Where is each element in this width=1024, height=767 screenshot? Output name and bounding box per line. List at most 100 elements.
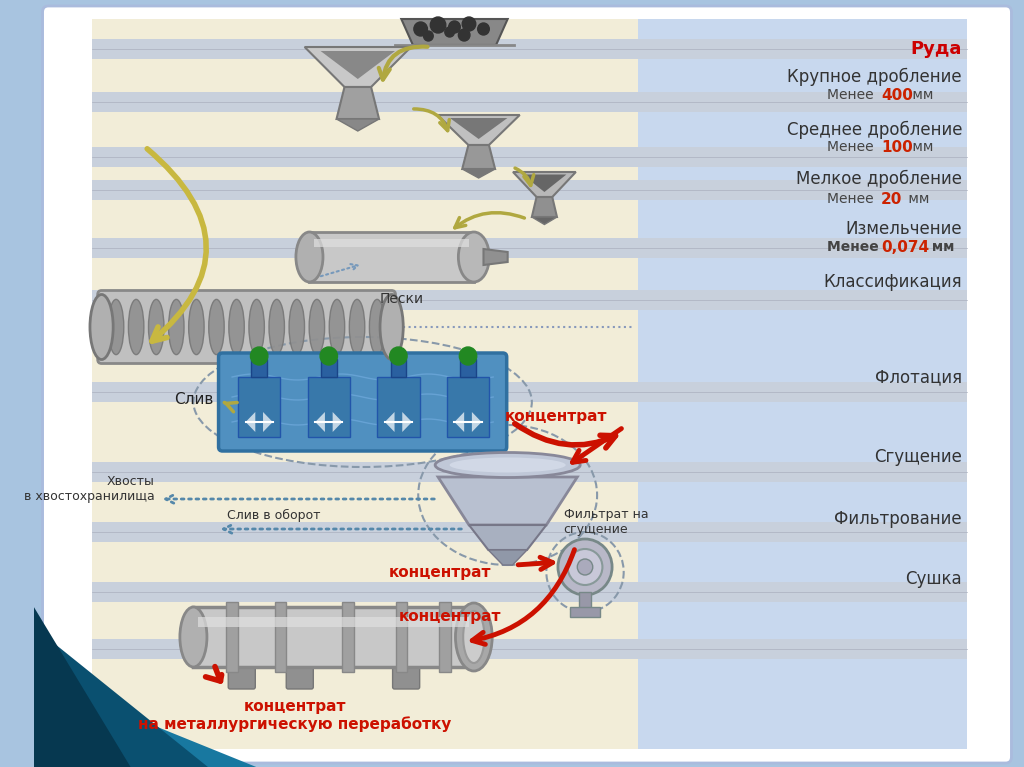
Ellipse shape <box>188 299 204 354</box>
Bar <box>569 607 600 617</box>
Bar <box>460 359 476 377</box>
Polygon shape <box>315 412 325 432</box>
Bar <box>395 602 408 672</box>
Polygon shape <box>531 197 557 217</box>
Text: 400: 400 <box>881 87 912 103</box>
Bar <box>92 462 967 482</box>
Bar <box>252 359 267 377</box>
Polygon shape <box>401 19 508 45</box>
Bar <box>92 238 967 258</box>
Ellipse shape <box>296 232 323 282</box>
Polygon shape <box>469 525 547 550</box>
Text: Сушка: Сушка <box>905 570 963 588</box>
Bar <box>92 639 967 659</box>
Text: 0,074: 0,074 <box>881 239 929 255</box>
Text: Менее: Менее <box>826 88 878 102</box>
Text: концентрат: концентрат <box>505 410 607 424</box>
Circle shape <box>424 31 433 41</box>
Polygon shape <box>513 172 575 197</box>
Polygon shape <box>438 477 578 525</box>
Polygon shape <box>337 87 379 119</box>
Polygon shape <box>34 607 131 767</box>
Text: Менее: Менее <box>826 140 878 154</box>
Bar <box>92 522 967 542</box>
Text: Менее: Менее <box>826 192 878 206</box>
Text: концентрат: концентрат <box>398 610 501 624</box>
Bar <box>439 602 451 672</box>
Text: Руда: Руда <box>910 40 963 58</box>
Polygon shape <box>462 145 495 169</box>
Bar <box>92 382 967 402</box>
Polygon shape <box>263 412 272 432</box>
FancyBboxPatch shape <box>218 353 507 451</box>
Text: Менее: Менее <box>826 240 884 254</box>
Polygon shape <box>462 169 495 178</box>
Text: Крупное дробление: Крупное дробление <box>787 68 963 86</box>
Text: Классификация: Классификация <box>823 273 963 291</box>
Bar <box>194 607 474 667</box>
Bar <box>391 359 407 377</box>
Circle shape <box>460 347 477 365</box>
Polygon shape <box>522 175 566 192</box>
FancyBboxPatch shape <box>97 291 395 364</box>
Ellipse shape <box>459 232 489 282</box>
Ellipse shape <box>128 299 144 354</box>
Ellipse shape <box>380 295 403 360</box>
Polygon shape <box>483 249 508 265</box>
Polygon shape <box>337 119 379 131</box>
Bar <box>92 19 638 749</box>
Bar <box>314 239 469 247</box>
Ellipse shape <box>249 299 264 354</box>
FancyBboxPatch shape <box>287 665 313 689</box>
Polygon shape <box>531 217 557 225</box>
Bar <box>226 602 238 672</box>
Bar <box>92 180 967 200</box>
Bar <box>377 377 420 437</box>
Ellipse shape <box>349 299 365 354</box>
Bar <box>199 617 469 627</box>
Polygon shape <box>34 627 208 767</box>
Text: Хвосты
в хвостохранилища: Хвосты в хвостохранилища <box>24 475 155 503</box>
Ellipse shape <box>456 603 493 671</box>
Ellipse shape <box>309 299 325 354</box>
Circle shape <box>251 347 268 365</box>
Text: 100: 100 <box>881 140 912 154</box>
Text: Слив в оборот: Слив в оборот <box>227 509 321 522</box>
Ellipse shape <box>330 299 345 354</box>
Ellipse shape <box>463 611 484 663</box>
Text: Измельчение: Измельчение <box>846 220 963 238</box>
Circle shape <box>477 23 489 35</box>
Text: Флотация: Флотация <box>874 368 963 386</box>
FancyBboxPatch shape <box>392 665 420 689</box>
Bar <box>92 147 967 167</box>
Polygon shape <box>402 412 412 432</box>
Polygon shape <box>34 677 256 767</box>
Polygon shape <box>488 550 527 565</box>
Bar <box>307 377 350 437</box>
Ellipse shape <box>109 299 124 354</box>
Polygon shape <box>333 412 342 432</box>
Text: Сгущение: Сгущение <box>874 448 963 466</box>
Polygon shape <box>472 412 481 432</box>
Text: мм: мм <box>928 240 954 254</box>
Text: Пески: Пески <box>379 292 423 306</box>
Circle shape <box>459 29 470 41</box>
Polygon shape <box>321 51 395 79</box>
Ellipse shape <box>228 299 245 354</box>
Polygon shape <box>246 412 255 432</box>
Circle shape <box>567 549 602 585</box>
Circle shape <box>462 17 476 31</box>
Polygon shape <box>385 412 394 432</box>
Text: Фильтрование: Фильтрование <box>835 510 963 528</box>
Text: мм: мм <box>908 88 933 102</box>
Bar <box>238 377 281 437</box>
Bar <box>342 602 354 672</box>
Ellipse shape <box>148 299 164 354</box>
Circle shape <box>414 22 427 36</box>
Ellipse shape <box>289 299 304 354</box>
Text: концентрат: концентрат <box>389 565 492 580</box>
Text: концентрат
на металлургическую переработку: концентрат на металлургическую переработ… <box>138 699 452 732</box>
Ellipse shape <box>370 299 385 354</box>
Circle shape <box>444 27 455 37</box>
Ellipse shape <box>180 607 207 667</box>
